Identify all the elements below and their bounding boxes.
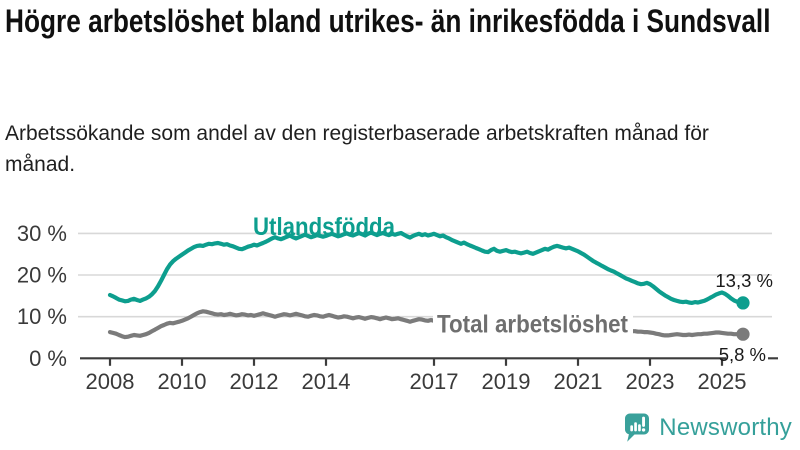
y-axis-label: 20 % — [17, 263, 67, 288]
newsworthy-logo: Newsworthy — [624, 410, 792, 446]
series-end-dot — [736, 327, 750, 341]
series-end-dot — [736, 296, 750, 310]
series-line — [107, 309, 746, 340]
x-tick-label: 2014 — [302, 369, 351, 394]
x-tick-label: 2010 — [158, 369, 207, 394]
bar-chart-speech-bubble-icon — [625, 413, 650, 442]
x-tick-label: 2023 — [626, 369, 675, 394]
y-axis-label: 30 % — [17, 221, 67, 246]
label-mask — [433, 311, 633, 339]
x-tick-label: 2025 — [698, 369, 747, 394]
y-axis-label: 0 % — [29, 346, 67, 371]
unemployment-chart: 0 % 10 % 20 % 30 % 2008 2010 2012 2014 2017 2019 2… — [17, 213, 778, 394]
x-tick-label: 2021 — [554, 369, 603, 394]
x-tick-label: 2019 — [482, 369, 531, 394]
page-subtitle: Arbetssökande som andel av den registerb… — [5, 122, 709, 176]
series-line — [107, 230, 746, 306]
x-tick-label: 2008 — [86, 369, 135, 394]
series-label: Utlandsfödda — [253, 213, 396, 241]
label-mask — [726, 347, 768, 361]
brand-wordmark: Newsworthy — [659, 414, 792, 441]
end-value-label: 5,8 % — [719, 344, 766, 365]
page-title: Högre arbetslöshet bland utrikes- än inr… — [5, 3, 771, 39]
end-value-label: 13,3 % — [715, 270, 773, 291]
x-tick-label: 2012 — [230, 369, 279, 394]
y-axis-label: 10 % — [17, 304, 67, 329]
x-tick-label: 2017 — [410, 369, 459, 394]
series-label: Total arbetslöshet — [437, 311, 629, 339]
